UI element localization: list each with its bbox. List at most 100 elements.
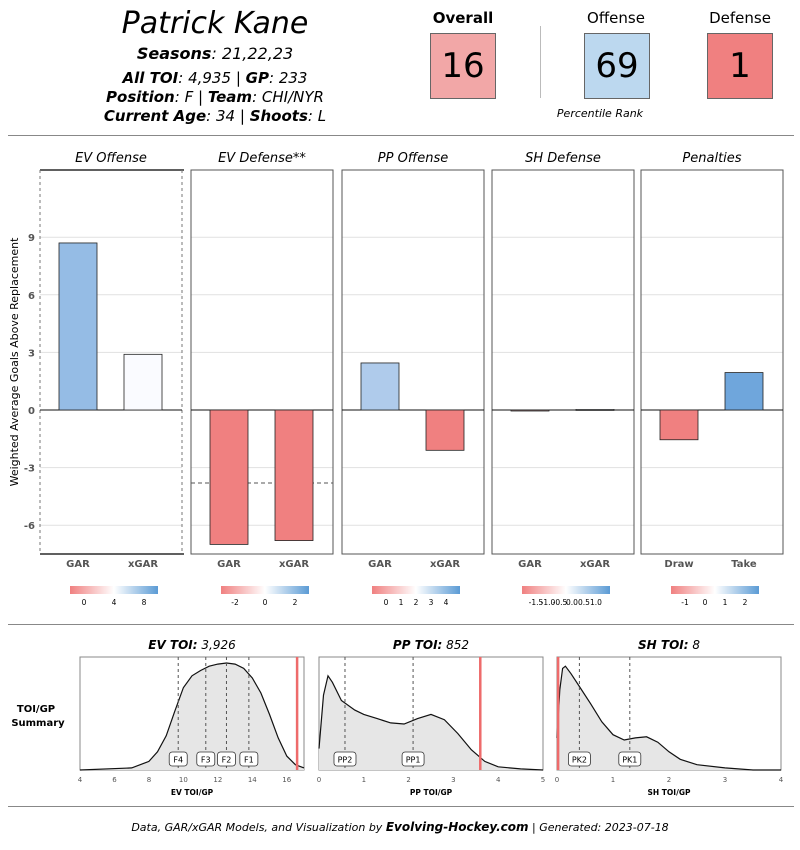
legend-colorbar: [372, 586, 460, 594]
bar-xgar: [123, 353, 163, 411]
panel-title: PP Offense: [378, 151, 448, 166]
legend-tick: 1: [399, 598, 404, 607]
marker-box-f4: [168, 751, 188, 767]
y-tick-label: -6: [24, 521, 35, 532]
x-tick-label: xGAR: [430, 559, 460, 570]
gar-bar-charts: Weighted Average Goals Above Replacement…: [8, 151, 784, 607]
panel-title: EV Offense: [75, 151, 147, 166]
defense-rank-title: Defense: [709, 9, 771, 27]
legend-tick: 0: [263, 598, 268, 607]
density-fill: [557, 666, 781, 770]
gp-label: GP: [245, 69, 269, 87]
legend-tick: -1.0: [541, 598, 556, 607]
separator: |: [235, 69, 241, 87]
colon: :: [206, 107, 212, 125]
age-line: Current Age: 34 | Shoots: L: [60, 107, 370, 125]
y-tick-label: 3: [28, 348, 35, 359]
footer-suffix: | Generated: 2023-07-18: [528, 821, 669, 834]
y-tick-label: 9: [28, 233, 35, 244]
x-tick-label: GAR: [518, 559, 542, 570]
density-curve: [79, 662, 305, 771]
bar-xgar: [274, 409, 314, 541]
panel-title: Penalties: [682, 151, 741, 166]
x-tick-label: GAR: [66, 559, 90, 570]
toi-title-label: PP TOI:: [393, 638, 442, 652]
legend-tick: -1.5: [529, 598, 544, 607]
toi-title-label: SH TOI:: [638, 638, 689, 652]
y-axis-label: Weighted Average Goals Above Replacement: [8, 237, 21, 486]
legend-tick: 0: [384, 598, 389, 607]
divider-middle: [8, 624, 794, 625]
toi-line: All TOI: 4,935 | GP: 233: [60, 69, 370, 87]
legend-tick: 0.0: [566, 598, 578, 607]
legend-tick: 8: [142, 598, 147, 607]
toi-panel-sh: SH TOI: 8 PK2 PK1 0 1 2 3 4 SH TOI/GP: [555, 638, 784, 797]
x-tick-label: 14: [248, 776, 257, 784]
panel-ev-defense-: EV Defense** GAR xGAR -2 0 2: [190, 151, 334, 607]
bar-gar: [58, 242, 98, 411]
x-axis-label: SH TOI/GP: [648, 788, 691, 797]
legend-tick: -1: [681, 598, 689, 607]
legend-colorbar: [522, 586, 610, 594]
shoots-value: L: [317, 107, 327, 125]
panel-sh-defense: SH Defense GAR xGAR -1.5-1.0-0.50.0 0.5 1.0: [491, 151, 635, 607]
bar-gar: [360, 362, 400, 411]
marker-box-pp1: [401, 751, 425, 767]
position-value: F: [184, 88, 194, 106]
legend-tick: -2: [231, 598, 239, 607]
legend-tick: 2: [293, 598, 298, 607]
density-fill: [80, 663, 304, 770]
colon: :: [174, 88, 180, 106]
toi-title-value: 852: [442, 638, 469, 652]
x-tick-label: GAR: [368, 559, 392, 570]
divider-top: [8, 135, 794, 136]
legend-colorbar: [221, 586, 309, 594]
marker-box-pp2: [333, 751, 357, 767]
colon: :: [307, 107, 313, 125]
x-tick-label: Take: [731, 559, 757, 570]
density-fill: [319, 675, 543, 770]
defense-rank-box: 1: [707, 33, 773, 99]
x-tick-label: Draw: [664, 559, 693, 570]
y-tick-label: 6: [28, 291, 35, 302]
separator: |: [197, 88, 204, 106]
row-label-line2: Summary: [11, 718, 65, 729]
x-tick-label: 16: [282, 776, 291, 784]
panel-frame: [190, 169, 334, 555]
x-tick-label: 1: [611, 776, 615, 784]
footer-brand: Evolving-Hockey.com: [385, 820, 529, 834]
x-tick-label: 0: [555, 776, 559, 784]
x-tick-label: 8: [147, 776, 151, 784]
toi-title-value: 3,926: [198, 638, 237, 652]
gp-value: 233: [278, 69, 308, 87]
x-tick-label: xGAR: [580, 559, 610, 570]
x-tick-label: 5: [541, 776, 545, 784]
age-value: 34: [215, 107, 236, 125]
toi-panel-title: PP TOI: 852: [393, 638, 469, 652]
x-tick-label: GAR: [217, 559, 241, 570]
toi-panel-title: EV TOI: 3,926: [148, 638, 236, 652]
footer-prefix: Data, GAR/xGAR Models, and Visualization…: [131, 821, 386, 834]
x-tick-label: 3: [451, 776, 455, 784]
legend-colorbar: [671, 586, 759, 594]
marker-label-f1: F1: [244, 756, 254, 765]
player-name: Patrick Kane: [121, 6, 309, 41]
panel-frame: [491, 169, 635, 555]
rank-divider: [540, 26, 541, 98]
bar-take: [724, 372, 764, 411]
panel-frame: [640, 169, 784, 555]
x-tick-label: 4: [496, 776, 501, 784]
y-tick-label: -3: [24, 464, 35, 475]
panel-ev-offense: EV Offense GAR xGAR 0 4 8: [39, 151, 184, 607]
legend-tick: 0.5: [578, 598, 590, 607]
legend-tick: 0: [703, 598, 708, 607]
bar-gar: [209, 409, 249, 545]
panel-penalties: Penalties Draw Take -1 0 1 2: [640, 151, 784, 607]
legend-tick: 4: [112, 598, 117, 607]
team-label: Team: [207, 88, 253, 106]
toi-panel-title: SH TOI: 8: [638, 638, 700, 652]
age-label: Current Age: [103, 107, 207, 125]
colon: :: [178, 69, 184, 87]
seasons-line: Seasons: 21,22,23: [60, 44, 370, 63]
